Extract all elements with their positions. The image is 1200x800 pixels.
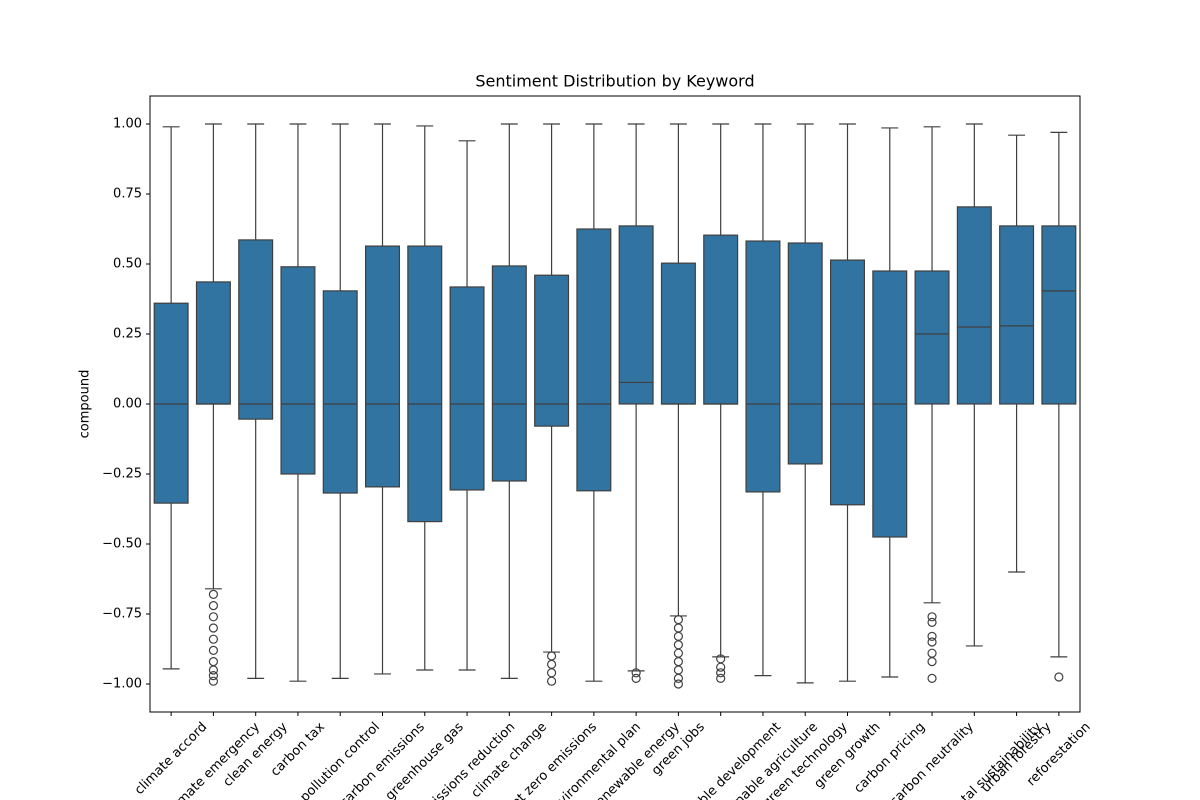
- y-tick-label: 0.00: [113, 397, 142, 412]
- outlier: [208, 676, 219, 686]
- box: [364, 245, 401, 488]
- outlier: [208, 612, 219, 622]
- outlier: [208, 665, 219, 675]
- outlier: [208, 623, 219, 633]
- outlier: [927, 617, 937, 628]
- outlier: [673, 656, 684, 667]
- x-tick-label: urban forestry: [979, 719, 1055, 795]
- box: [1041, 225, 1077, 405]
- outlier: [1054, 672, 1064, 682]
- outlier: [208, 670, 219, 681]
- outlier: [927, 612, 937, 622]
- outlier: [673, 631, 684, 642]
- plot-frame: [149, 95, 1081, 713]
- outlier: [546, 651, 557, 661]
- outlier: [927, 673, 937, 684]
- y-tick-label: −0.50: [102, 537, 142, 552]
- outlier: [546, 668, 557, 678]
- box: [407, 245, 443, 523]
- y-tick-label: 0.25: [113, 327, 142, 342]
- box: [153, 302, 189, 504]
- outlier: [208, 634, 219, 644]
- y-tick-label: 0.75: [113, 187, 142, 202]
- outlier: [673, 614, 684, 625]
- box: [660, 262, 696, 405]
- box: [999, 225, 1035, 405]
- outlier: [716, 668, 726, 678]
- box: [195, 281, 231, 405]
- outlier: [208, 589, 219, 600]
- box: [576, 228, 612, 492]
- box: [618, 225, 654, 405]
- outlier: [927, 656, 937, 667]
- box: [322, 290, 358, 494]
- box: [787, 242, 823, 465]
- outlier: [546, 676, 557, 686]
- outlier: [716, 662, 726, 672]
- box: [956, 206, 992, 405]
- outlier: [673, 640, 684, 650]
- box: [534, 274, 570, 427]
- box: [829, 259, 866, 506]
- outlier: [673, 665, 684, 675]
- outlier: [208, 600, 219, 611]
- y-axis-label: compound: [78, 370, 93, 439]
- box: [280, 266, 316, 475]
- outlier: [673, 673, 684, 684]
- y-tick-label: 0.50: [113, 257, 142, 272]
- box: [703, 234, 739, 405]
- outlier: [927, 637, 937, 647]
- box: [491, 265, 527, 482]
- outlier: [673, 623, 684, 633]
- outlier: [927, 648, 937, 658]
- y-tick-label: 1.00: [113, 117, 142, 132]
- outlier: [631, 668, 641, 678]
- outlier: [631, 673, 641, 684]
- outlier: [546, 659, 557, 670]
- y-tick-label: −0.75: [102, 607, 142, 622]
- box: [914, 270, 950, 405]
- chart-title: Sentiment Distribution by Keyword: [475, 72, 754, 91]
- y-tick-label: −1.00: [102, 677, 142, 692]
- outlier: [716, 673, 726, 684]
- outlier: [208, 656, 219, 667]
- outlier: [673, 679, 684, 689]
- box: [745, 240, 781, 493]
- outlier: [673, 648, 684, 658]
- outlier: [208, 645, 219, 656]
- box: [238, 239, 274, 420]
- box: [449, 286, 485, 491]
- y-tick-label: −0.25: [102, 467, 142, 482]
- outlier: [927, 631, 937, 642]
- x-tick-label: carbon neutrality: [887, 719, 977, 800]
